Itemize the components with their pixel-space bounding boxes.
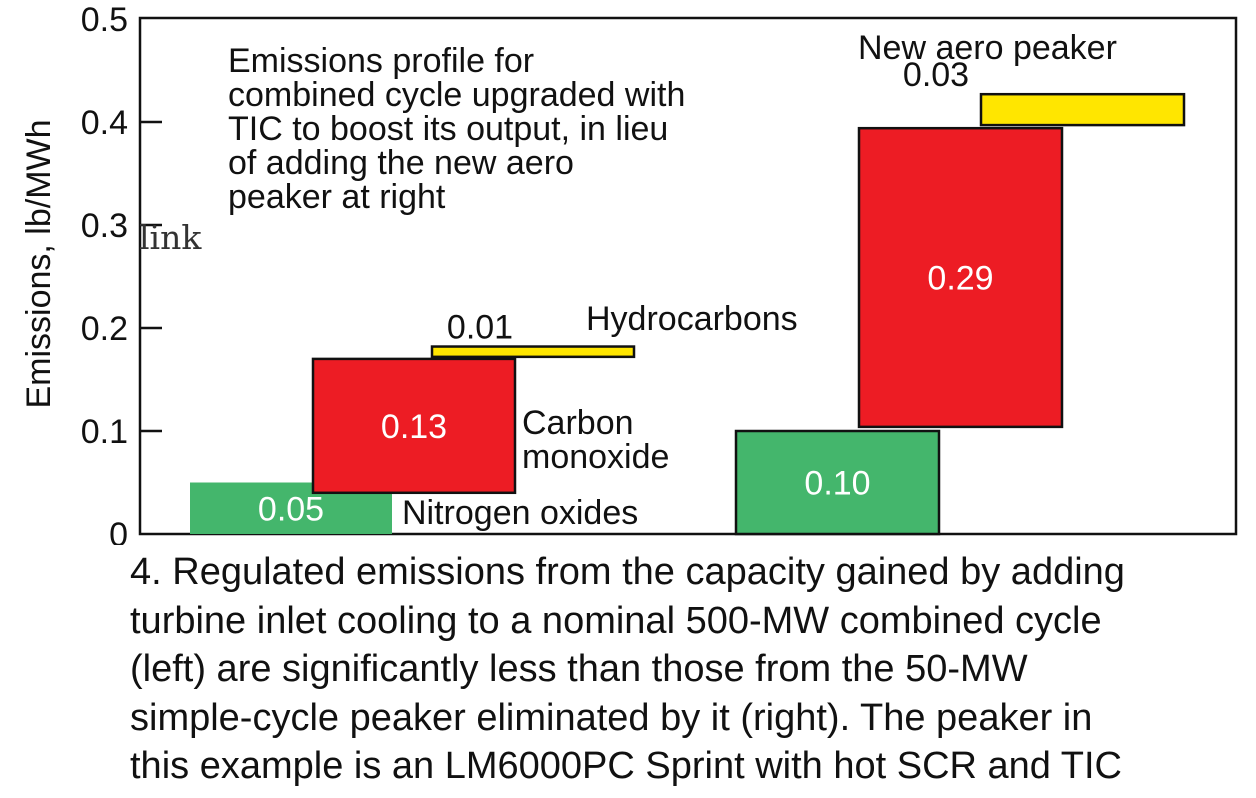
carbon-monoxide-annotation-line1: Carbon — [522, 404, 634, 442]
bar-nitrogen-oxides — [734, 429, 941, 536]
bar-carbon-monoxide — [857, 126, 1064, 429]
emissions-chart: 00.10.20.30.40.5 Emissions, lb/MWh 0.050… — [20, 1, 1238, 545]
left-group-label-line: TIC to boost its output, in lieu — [228, 110, 668, 148]
right-group-label: New aero peaker — [858, 29, 1117, 67]
stray-link-text: link — [139, 218, 202, 257]
left-group-label: Emissions profile for combined cycle upgr… — [228, 42, 685, 216]
bar-value-label: 0.10 — [804, 465, 870, 503]
caption-line: this example is an LM6000PC Sprint with … — [130, 745, 1122, 787]
y-axis-label: Emissions, lb/MWh — [20, 119, 58, 408]
bars: 0.05 0.13 0.01 0.10 0.29 0.03 — [190, 56, 1186, 536]
y-tick-label: 0 — [109, 516, 128, 545]
nitrogen-oxides-annotation: Nitrogen oxides — [402, 494, 638, 532]
y-tick-label: 0.2 — [81, 310, 128, 348]
bar-carbon-monoxide — [311, 357, 517, 495]
y-axis: 0 0.1 0.2 0.3 0.4 0.5 — [81, 1, 162, 545]
y-tick-label: 0.5 — [81, 1, 128, 39]
left-group-label-line: Emissions profile for — [228, 42, 534, 80]
bar-value-label: 0.29 — [927, 260, 993, 298]
bar-value-label: 0.01 — [447, 309, 513, 347]
bar-hydrocarbons — [430, 345, 636, 359]
left-group-label-line: combined cycle upgraded with — [228, 76, 685, 114]
bar-hydrocarbons — [979, 92, 1186, 127]
left-group-label-line: peaker at right — [228, 178, 446, 216]
plot-frame — [138, 16, 1238, 536]
y-tick-label: 0.3 — [81, 207, 128, 245]
left-group-label-line: of adding the new aero — [228, 144, 574, 182]
bar-value-label: 0.05 — [258, 490, 324, 528]
y-tick-label: 0.1 — [81, 413, 128, 451]
bar-value-label: 0.13 — [381, 408, 447, 446]
caption-line: (left) are significantly less than those… — [130, 648, 1028, 690]
carbon-monoxide-annotation-line2: monoxide — [522, 438, 669, 476]
bar-value-label: 0.03 — [903, 56, 969, 94]
caption-line: turbine inlet cooling to a nominal 500-M… — [130, 599, 1102, 642]
figure-caption: 4. Regulated emissions from the capacity… — [130, 548, 1250, 791]
hydrocarbons-annotation: Hydrocarbons — [586, 300, 798, 338]
caption-line: simple-cycle peaker eliminated by it (ri… — [130, 696, 1093, 739]
y-tick-label: 0.4 — [81, 104, 128, 142]
caption-line: 4. Regulated emissions from the capacity… — [130, 551, 1125, 593]
